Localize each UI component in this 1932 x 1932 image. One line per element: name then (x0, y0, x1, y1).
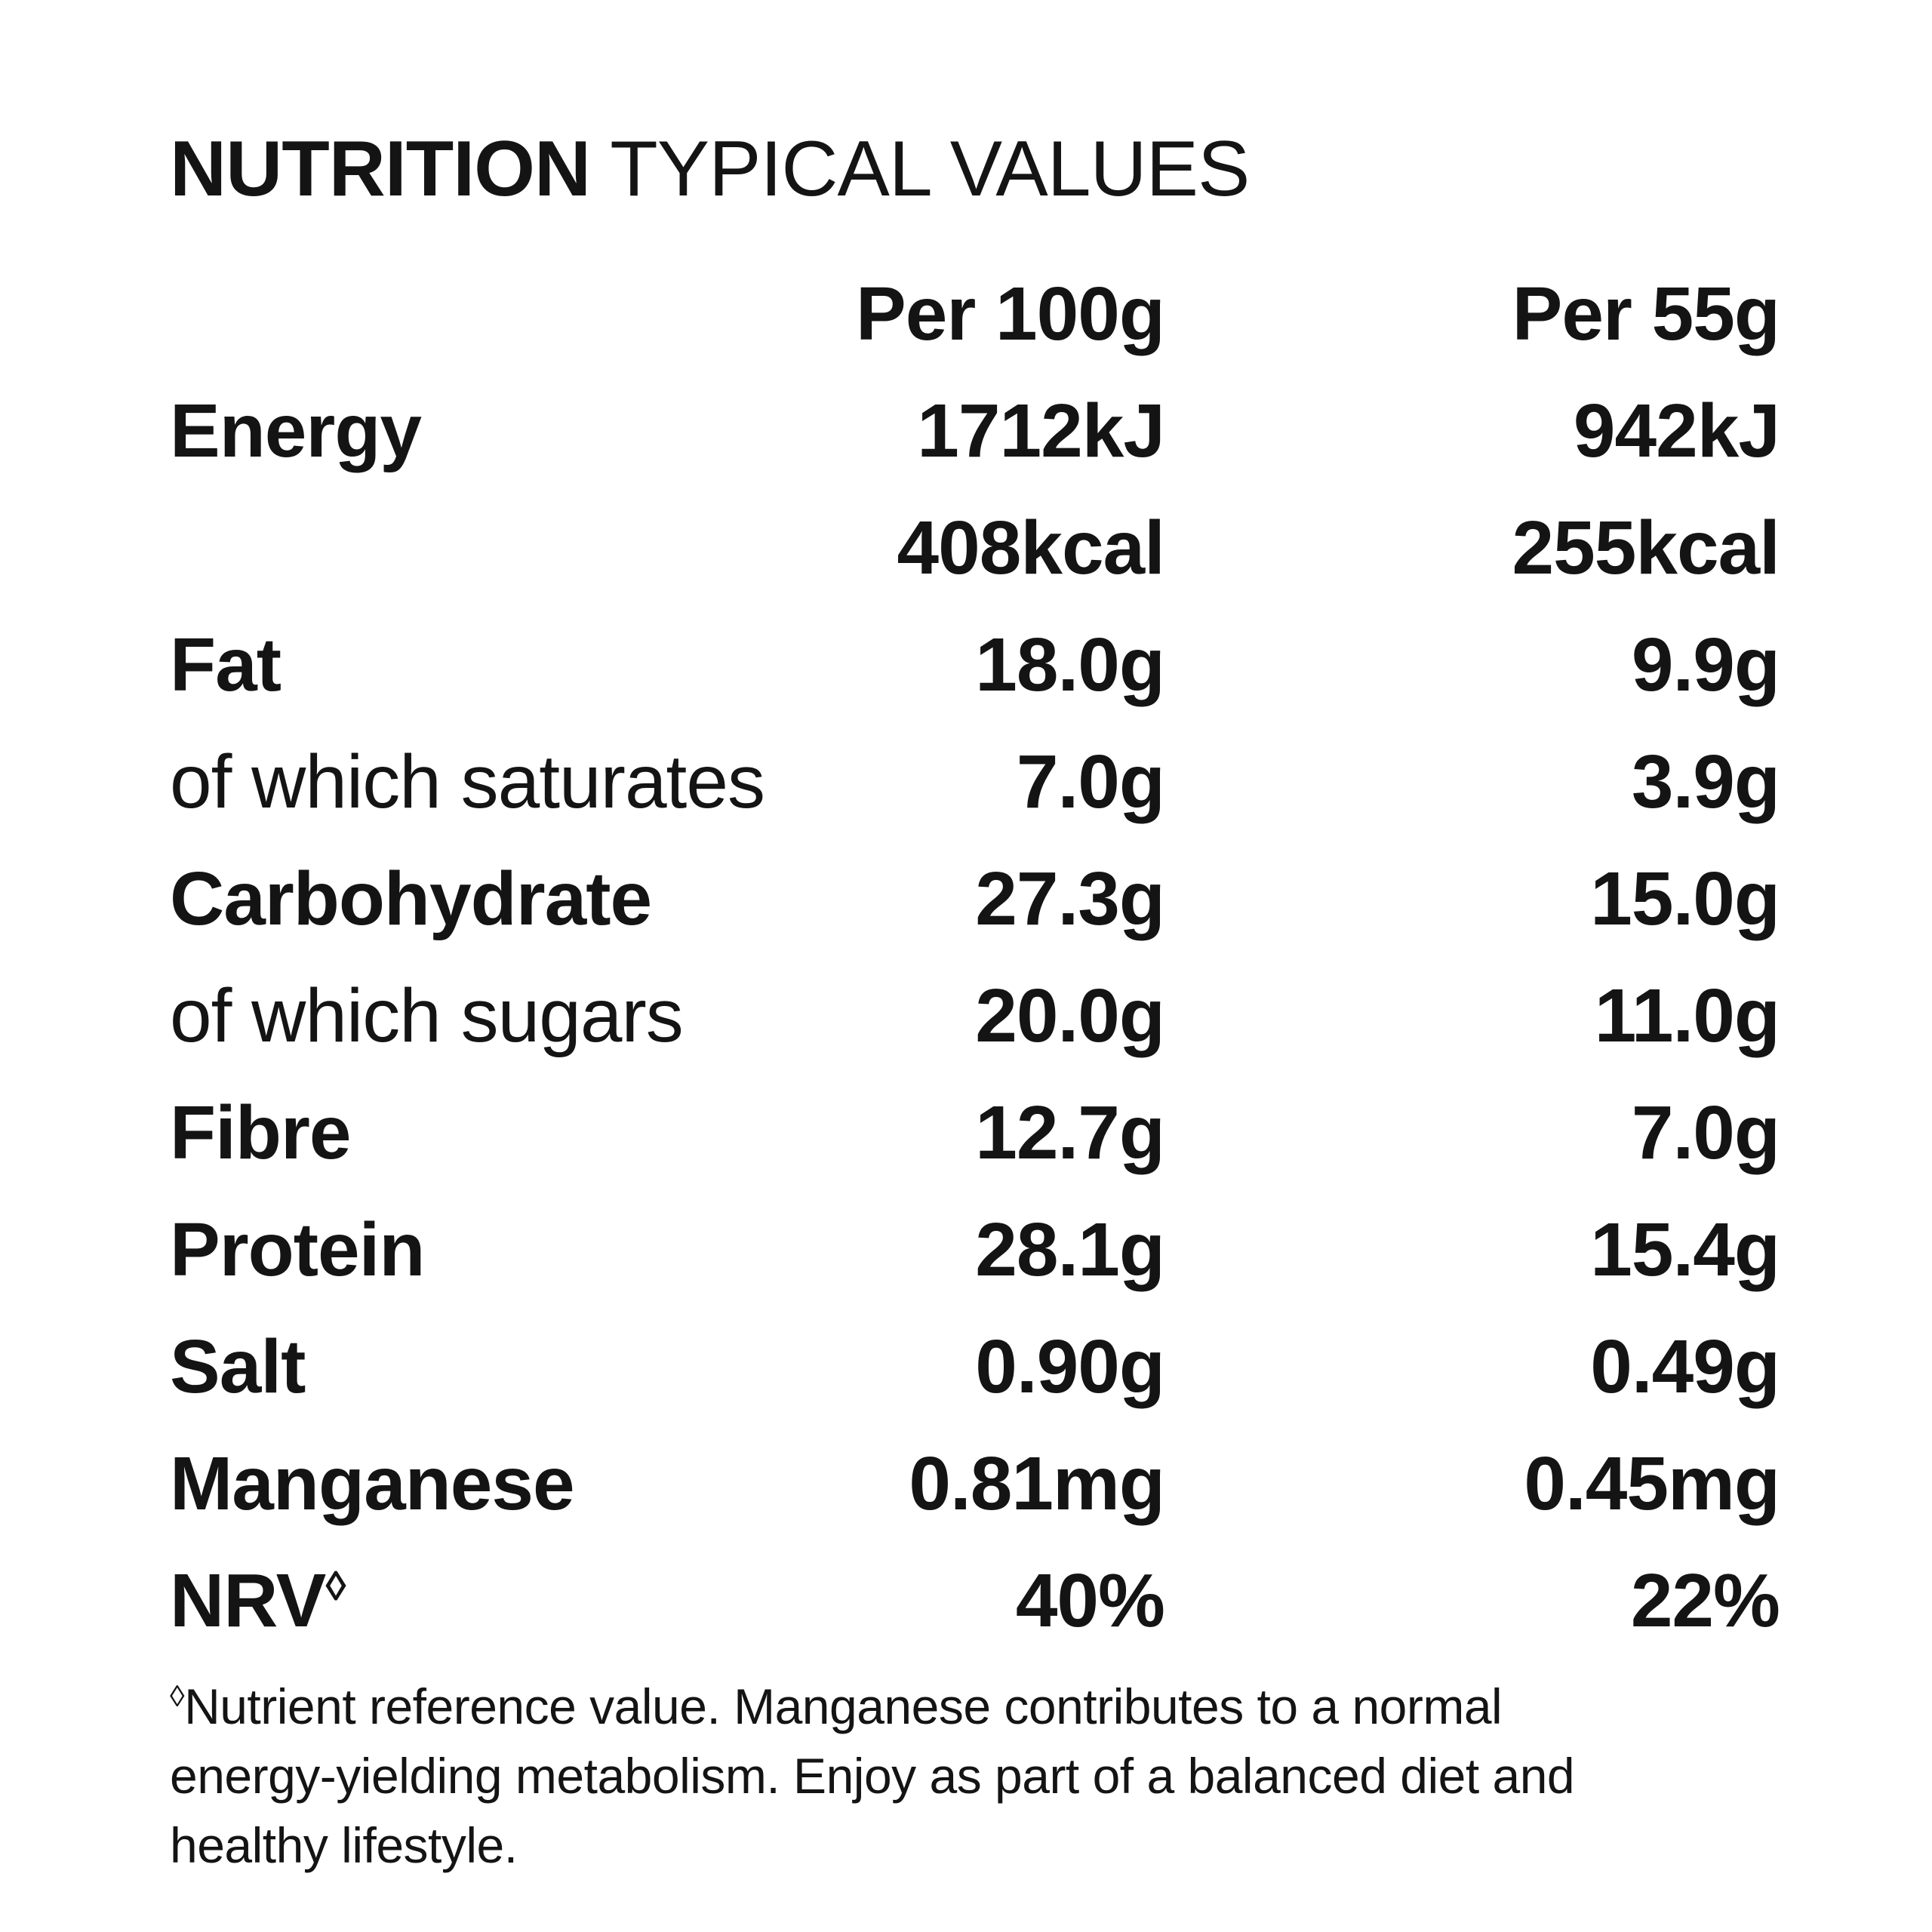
footnote: ◊Nutrient reference value. Manganese con… (170, 1672, 1619, 1880)
row-label-carbohydrate: Carbohydrate (170, 857, 652, 941)
row-label-sugars: of which sugars (170, 974, 684, 1058)
fat-per-55g: 9.9g (1631, 623, 1780, 707)
row-label-saturates: of which saturates (170, 740, 765, 824)
footnote-text: Nutrient reference value. Manganese cont… (170, 1678, 1575, 1873)
row-label-energy: Energy (170, 389, 422, 473)
protein-per-55g: 15.4g (1590, 1208, 1780, 1292)
carbohydrate-per-100g: 27.3g (975, 857, 1165, 941)
title-nutrition: NUTRITION (170, 125, 591, 213)
saturates-per-55g: 3.9g (1631, 740, 1780, 824)
nrv-text: NRV (170, 1558, 326, 1643)
fat-per-100g: 18.0g (975, 623, 1165, 707)
page-title: NUTRITION TYPICAL VALUES (170, 125, 1770, 214)
sugars-per-100g: 20.0g (975, 974, 1165, 1058)
energy-kj-per-100g: 1712kJ (917, 389, 1165, 473)
saturates-per-100g: 7.0g (1016, 740, 1165, 824)
row-label-protein: Protein (170, 1208, 425, 1292)
column-header-per-100g: Per 100g (856, 272, 1165, 356)
row-label-nrv: NRV◊ (170, 1543, 764, 1660)
protein-per-100g: 28.1g (975, 1208, 1165, 1292)
row-label-fibre: Fibre (170, 1091, 351, 1175)
row-label-fat: Fat (170, 623, 281, 707)
row-label-manganese: Manganese (170, 1441, 575, 1526)
manganese-per-55g: 0.45mg (1524, 1441, 1780, 1526)
energy-kcal-per-55g: 255kcal (1512, 506, 1780, 590)
nutrition-table: Per 100g Per 55g Energy 1712kJ 942kJ 408… (170, 256, 1780, 1660)
nrv-per-55g: 22% (1630, 1558, 1780, 1643)
row-label-energy-kcal (170, 490, 764, 607)
row-label-salt: Salt (170, 1324, 306, 1409)
fibre-per-55g: 7.0g (1631, 1091, 1780, 1175)
nutrition-label: NUTRITION TYPICAL VALUES Per 100g Per 55… (170, 125, 1780, 1660)
energy-kcal-per-100g: 408kcal (897, 506, 1164, 590)
salt-per-100g: 0.90g (975, 1324, 1165, 1409)
title-typical-values: TYPICAL VALUES (590, 125, 1250, 213)
nrv-diamond-symbol: ◊ (325, 1562, 346, 1610)
footnote-diamond-symbol: ◊ (170, 1680, 185, 1713)
column-header-per-55g: Per 55g (1512, 272, 1780, 356)
carbohydrate-per-55g: 15.0g (1590, 857, 1780, 941)
energy-kj-per-55g: 942kJ (1573, 389, 1780, 473)
manganese-per-100g: 0.81mg (909, 1441, 1165, 1526)
header-spacer (170, 256, 764, 373)
sugars-per-55g: 11.0g (1594, 974, 1780, 1058)
fibre-per-100g: 12.7g (975, 1091, 1165, 1175)
nrv-per-100g: 40% (1015, 1558, 1165, 1643)
salt-per-55g: 0.49g (1590, 1324, 1780, 1409)
